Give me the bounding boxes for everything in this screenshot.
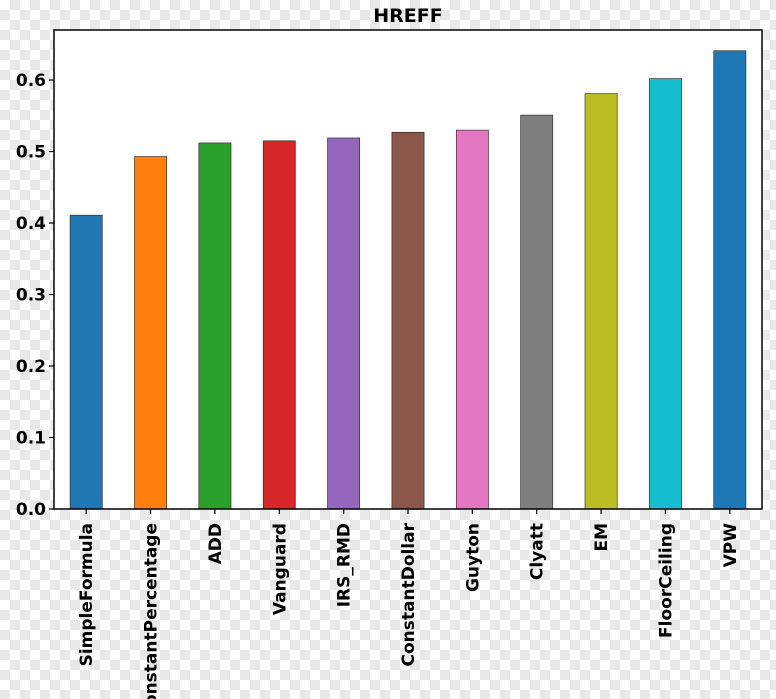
y-axis: 0.0 0.1 0.2 0.3 0.4 0.5 0.6 [16,71,54,520]
x-tick-label: ConstantPercentage [142,523,162,699]
y-tick-label: 0.1 [16,429,46,449]
y-tick-label: 0.4 [16,214,46,234]
bar-irs-rmd [327,137,361,510]
x-tick-label: VPW [721,523,741,568]
bar-clyatt [520,114,554,510]
x-tick-label: ConstantDollar [399,522,419,666]
bar-constantdollar [391,131,425,510]
chart-title: HREFF [373,5,442,27]
x-tick-label: FloorCeiling [656,523,676,638]
x-tick-label: Vanguard [270,523,290,615]
bars [69,50,747,510]
bar-em [584,93,618,510]
x-tick-label: EM [592,523,612,552]
bar-constantpercentage [134,156,167,510]
bar-simpleformula [69,214,103,510]
y-tick-label: 0.6 [16,71,46,91]
bar-add [198,142,232,510]
x-axis: SimpleFormula ConstantPercentage ADD Vangua… [77,509,741,699]
plot-frame [53,29,763,510]
bar-vpw [713,50,747,510]
bar-guyton [455,129,489,510]
x-tick-label: Guyton [463,523,483,592]
bar-vanguard [262,140,296,510]
bar-floorceiling [649,78,682,510]
x-tick-label: ADD [206,523,226,564]
x-tick-label: Clyatt [528,523,548,580]
x-tick-label: SimpleFormula [77,523,97,666]
y-tick-label: 0.2 [16,357,46,377]
y-tick-label: 0.5 [16,143,46,163]
y-tick-label: 0.3 [16,286,46,306]
x-tick-label: IRS_RMD [335,523,355,607]
y-tick-label: 0.0 [16,500,46,520]
